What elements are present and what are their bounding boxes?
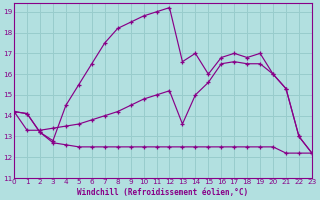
X-axis label: Windchill (Refroidissement éolien,°C): Windchill (Refroidissement éolien,°C) [77, 188, 249, 197]
